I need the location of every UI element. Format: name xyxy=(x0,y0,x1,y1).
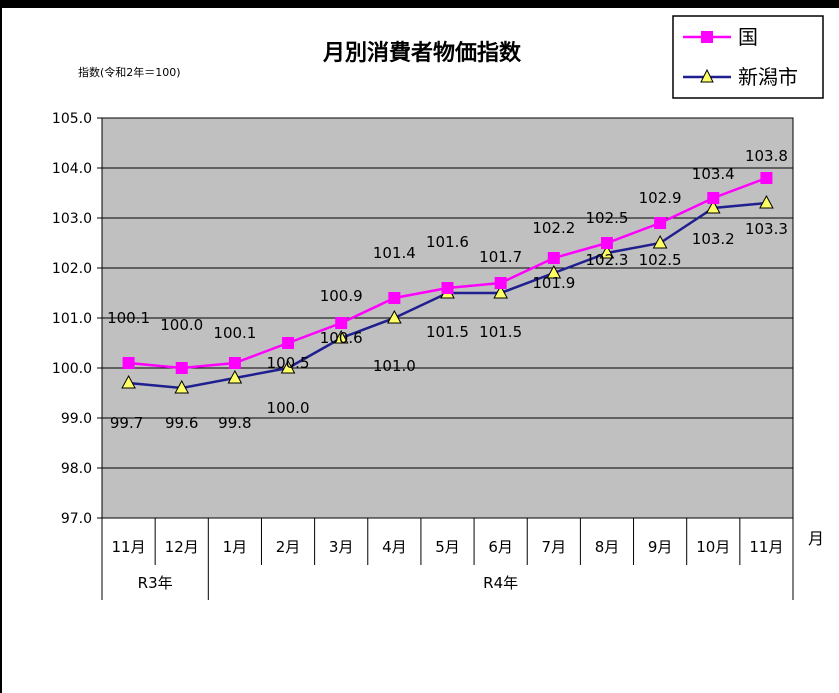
data-label-niigata: 102.3 xyxy=(585,251,628,269)
data-label-national: 100.1 xyxy=(213,324,256,342)
data-label-national: 101.7 xyxy=(479,248,522,266)
data-label-national: 100.1 xyxy=(107,309,150,327)
x-tick-label: 9月 xyxy=(648,538,673,556)
data-point-triangle xyxy=(546,264,562,279)
data-label-niigata: 100.0 xyxy=(267,399,310,417)
x-tick-label: 4月 xyxy=(382,538,407,556)
x-tick-label: 8月 xyxy=(595,538,620,556)
data-label-niigata: 103.3 xyxy=(745,220,788,238)
top-border xyxy=(0,0,839,8)
chart-title: 月別消費者物価指数 xyxy=(322,40,522,66)
data-label-niigata: 99.7 xyxy=(110,414,143,432)
legend: 国 新潟市 xyxy=(672,15,824,99)
y-tick-label: 103.0 xyxy=(52,211,92,227)
data-label-national: 100.0 xyxy=(160,316,203,334)
x-tick-label: 1月 xyxy=(223,538,248,556)
data-point-square xyxy=(228,357,241,369)
data-label-national: 103.4 xyxy=(692,165,735,183)
data-label-niigata: 100.6 xyxy=(320,329,363,347)
data-label-niigata: 99.6 xyxy=(165,414,198,432)
x-group-label: R4年 xyxy=(483,574,518,592)
data-point-triangle xyxy=(705,199,721,214)
data-label-niigata: 101.5 xyxy=(426,323,469,341)
data-label-niigata: 101.5 xyxy=(479,323,522,341)
plot-area-group xyxy=(101,117,794,519)
data-label-national: 100.9 xyxy=(320,287,363,305)
series-group xyxy=(121,172,774,394)
data-point-square xyxy=(175,362,188,374)
y-tick-label: 97.0 xyxy=(61,511,92,527)
y-tick-label: 102.0 xyxy=(52,261,92,277)
x-tick-label: 11月 xyxy=(749,538,783,556)
data-label-niigata: 102.5 xyxy=(639,251,682,269)
data-label-national: 101.4 xyxy=(373,244,416,262)
legend-marker-triangle xyxy=(700,68,714,83)
data-point-square xyxy=(335,317,348,329)
x-tick-label: 7月 xyxy=(542,538,567,556)
data-label-niigata: 99.8 xyxy=(218,414,251,432)
data-label-niigata: 101.0 xyxy=(373,357,416,375)
y-tick-label: 99.0 xyxy=(61,411,92,427)
y-tick-label: 104.0 xyxy=(52,161,92,177)
data-point-triangle xyxy=(387,309,402,324)
axis-group: 97.0 98.0 99.0 100.0 101.0 102.0 103.0 104.0 105… xyxy=(52,111,794,600)
data-point-square xyxy=(600,237,613,249)
x-axis-label: 月 xyxy=(808,529,824,548)
data-point-square xyxy=(547,252,560,264)
data-label-group: 100.1 100.0 100.1 100.5 100.9 101.4 101.6 101.7… xyxy=(107,147,788,432)
legend-marker-square xyxy=(701,31,713,43)
data-label-national: 103.8 xyxy=(745,147,788,165)
legend-label-niigata: 新潟市 xyxy=(738,65,798,89)
data-point-square xyxy=(707,192,720,204)
data-point-square xyxy=(388,292,401,304)
data-label-national: 102.5 xyxy=(585,209,628,227)
y-tick-label: 98.0 xyxy=(61,461,92,477)
y-tick-label: 100.0 xyxy=(52,361,92,377)
y-tick-label: 101.0 xyxy=(52,311,92,327)
data-label-niigata: 103.2 xyxy=(692,230,735,248)
y-tick-label: 105.0 xyxy=(52,111,92,127)
x-tick-label: 5月 xyxy=(435,538,460,556)
x-group-label: R3年 xyxy=(138,574,173,592)
data-point-triangle xyxy=(280,359,296,374)
data-point-square xyxy=(282,337,295,349)
x-tick-label: 2月 xyxy=(276,538,301,556)
legend-box xyxy=(672,15,824,99)
data-label-national: 102.2 xyxy=(532,219,575,237)
data-point-triangle xyxy=(493,284,508,299)
data-label-national: 101.6 xyxy=(426,233,469,251)
data-point-square xyxy=(441,282,454,294)
data-label-niigata: 101.9 xyxy=(532,274,575,292)
data-point-triangle xyxy=(599,244,615,259)
data-point-square xyxy=(760,172,773,184)
data-point-triangle xyxy=(652,234,668,249)
data-point-triangle xyxy=(227,369,243,384)
data-label-national: 102.9 xyxy=(639,189,682,207)
x-tick-label: 3月 xyxy=(329,538,354,556)
data-point-triangle xyxy=(759,194,774,209)
data-point-square xyxy=(122,357,135,369)
x-tick-label: 12月 xyxy=(165,538,199,556)
legend-label-national: 国 xyxy=(738,25,758,49)
x-tick-label: 11月 xyxy=(112,538,146,556)
data-point-triangle xyxy=(121,374,136,389)
data-point-triangle xyxy=(333,329,349,344)
x-tick-label: 6月 xyxy=(488,538,513,556)
x-tick-label: 10月 xyxy=(696,538,730,556)
data-point-square xyxy=(654,217,667,229)
y-axis-label: 指数(令和2年＝100) xyxy=(78,65,181,79)
left-border xyxy=(0,0,2,693)
data-point-triangle xyxy=(174,379,190,394)
data-point-square xyxy=(494,277,507,289)
data-label-national: 100.5 xyxy=(267,354,310,372)
